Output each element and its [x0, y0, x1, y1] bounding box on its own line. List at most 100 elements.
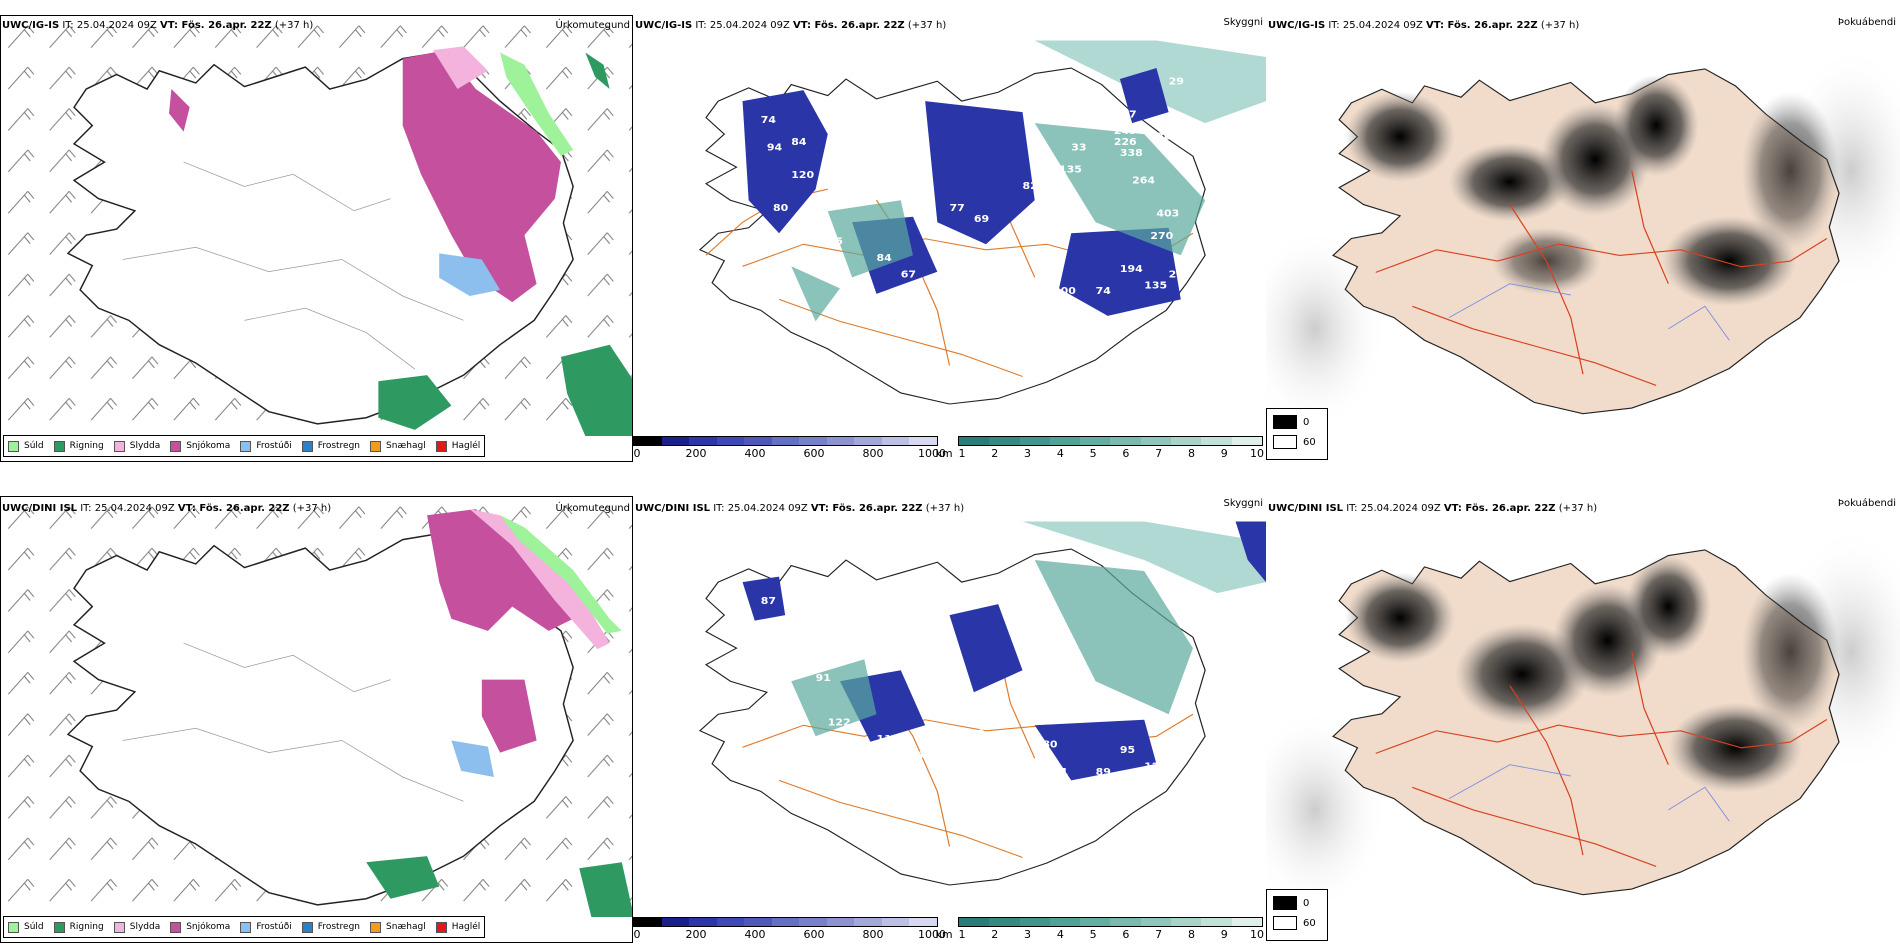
colorbar-step	[799, 918, 827, 926]
legend-label: Slydda	[129, 441, 161, 451]
colorbar-unit: km	[935, 447, 953, 460]
legend-label: 0	[1303, 897, 1310, 909]
legend-swatch	[8, 921, 19, 933]
panel-header: UWC/DINI ISL IT: 25.04.2024 09Z VT: Fös.…	[1268, 503, 1597, 514]
colorbar-step	[1049, 918, 1081, 926]
row2-clouds-title: Skyggni	[1223, 498, 1263, 509]
colorbar-step	[634, 437, 662, 445]
legend-swatch	[1273, 916, 1297, 930]
init-label: IT:	[692, 20, 710, 31]
valid-time: Fös. 26.apr. 22Z	[1465, 503, 1556, 514]
ceiling-ticks: m02004006008001000	[633, 927, 947, 941]
row1-precip-map	[1, 16, 632, 436]
row2-fog-title: Þokuábendi	[1837, 498, 1896, 509]
cloud-base-label: 100	[1053, 285, 1076, 296]
valid-time: Fös. 26.apr. 22Z	[1447, 20, 1538, 31]
cloud-base-label: 166	[901, 750, 924, 761]
cloud-base-label: 135	[1144, 280, 1167, 291]
colorbar-tick: 8	[1187, 447, 1195, 460]
precip-legend: Súld Rigning Slydda Snjókoma Frostúði Frostre…	[3, 435, 486, 457]
cloud-base-label: 31	[1053, 766, 1068, 777]
colorbar-step	[771, 918, 800, 926]
cloud-base-label: 96	[773, 684, 788, 695]
precip-legend-item: Haglél	[435, 921, 480, 933]
legend-label: Snjókoma	[186, 922, 231, 932]
cloud-base-label: 101	[767, 258, 790, 269]
colorbar-step	[744, 918, 772, 926]
ceiling-ticks: m02004006008001000	[633, 446, 947, 460]
colorbar-step	[634, 918, 662, 926]
cloud-base-label: 91	[816, 673, 831, 684]
colorbar-step	[909, 918, 938, 926]
model-name: UWC/IG-IS	[2, 20, 60, 31]
visibility-bar	[958, 436, 1263, 446]
row1-precip-panel: Súld Rigning Slydda Snjókoma Frostúði Frostre…	[0, 15, 633, 462]
precip-legend-item: Súld	[8, 440, 44, 452]
cloud-base-label: 135	[1059, 164, 1082, 175]
legend-swatch	[240, 921, 252, 933]
cloud-base-label: 52	[901, 302, 916, 313]
init-label: IT:	[59, 20, 77, 31]
cloud-base-label: 95	[1120, 744, 1135, 755]
cloud-base-label: 72	[962, 247, 977, 258]
colorbar-step	[1049, 437, 1081, 445]
cloud-base-label: 226	[1169, 269, 1192, 280]
precip-legend: Súld Rigning Slydda Snjókoma Frostúði Frostre…	[3, 916, 486, 938]
precip-legend-item: Súld	[8, 921, 44, 933]
fog-legend-item: 0	[1273, 415, 1321, 429]
valid-label: VT:	[177, 503, 200, 514]
cloud-base-label: 82	[1023, 181, 1038, 192]
legend-label: Haglél	[451, 441, 481, 451]
colorbar-tick: 1	[958, 928, 966, 941]
colorbar-tick: 800	[862, 928, 884, 941]
colorbar-tick: 9	[1220, 447, 1228, 460]
valid-label: VT:	[1426, 20, 1448, 31]
precip-legend-item: Frostúði	[240, 921, 292, 933]
legend-swatch	[53, 921, 65, 933]
colorbar-step	[1110, 437, 1141, 445]
visibility-bar	[958, 917, 1263, 927]
colorbar-tick: 5	[1089, 447, 1097, 460]
valid-time: Fös. 26.apr. 22Z	[832, 503, 923, 514]
legend-label: 60	[1303, 436, 1316, 448]
legend-swatch	[370, 440, 382, 452]
legend-label: Frostregn	[317, 922, 361, 932]
row1-visibility-colorbar: km 1 2 3 4 5 6 7 8 9 10	[935, 436, 1264, 460]
colorbar-step	[881, 918, 910, 926]
cloud-base-label: 84	[791, 137, 806, 148]
colorbar-tick: 200	[685, 928, 707, 941]
precip-legend-item: Rigning	[53, 440, 104, 452]
colorbar-step	[989, 437, 1020, 445]
cloud-base-label: 249	[1114, 126, 1137, 137]
panel-header: UWC/IG-IS IT: 25.04.2024 09Z VT: Fös. 26…	[635, 20, 946, 31]
colorbar-tick: 7	[1155, 447, 1163, 460]
cloud-base-label: 121	[1144, 761, 1167, 772]
legend-swatch	[113, 440, 125, 452]
colorbar-tick: 9	[1220, 928, 1228, 941]
colorbar-tick: 8	[1187, 928, 1195, 941]
init-label: IT:	[1325, 20, 1343, 31]
cloud-base-label: 124	[1047, 230, 1070, 241]
cloud-base-label: 135	[974, 695, 997, 706]
model-name: UWC/DINI ISL	[1268, 503, 1344, 514]
legend-label: Snæhagl	[386, 922, 426, 932]
colorbar-step	[1171, 918, 1202, 926]
legend-label: Súld	[24, 922, 44, 932]
lead-time: (+37 h)	[922, 503, 965, 514]
row1-fog-title: Þokuábendi	[1837, 17, 1896, 28]
cloud-base-label: 107	[767, 739, 790, 750]
row1-clouds-panel: Skyggni 74 94 84 120 113 80 65 101 84 67 72 74 77 82 6…	[633, 15, 1266, 462]
precip-legend-item: Haglél	[435, 440, 481, 452]
panel-header: UWC/IG-IS IT: 25.04.2024 09Z VT: Fös. 26…	[2, 20, 313, 31]
cloud-base-label: 302	[1156, 131, 1179, 142]
init-time: 25.04.2024 09Z	[1360, 503, 1444, 514]
colorbar-step	[1019, 918, 1050, 926]
legend-swatch	[301, 440, 313, 452]
init-time: 25.04.2024 09Z	[709, 20, 794, 31]
cloud-base-label: 270	[1150, 230, 1173, 241]
ceiling-bar	[633, 436, 938, 446]
row1-fog-panel: Þokuábendi 0 60	[1266, 15, 1900, 462]
cloud-base-label: 69	[974, 214, 989, 225]
valid-label: VT:	[160, 20, 182, 31]
cloud-base-label: 89	[1096, 766, 1111, 777]
